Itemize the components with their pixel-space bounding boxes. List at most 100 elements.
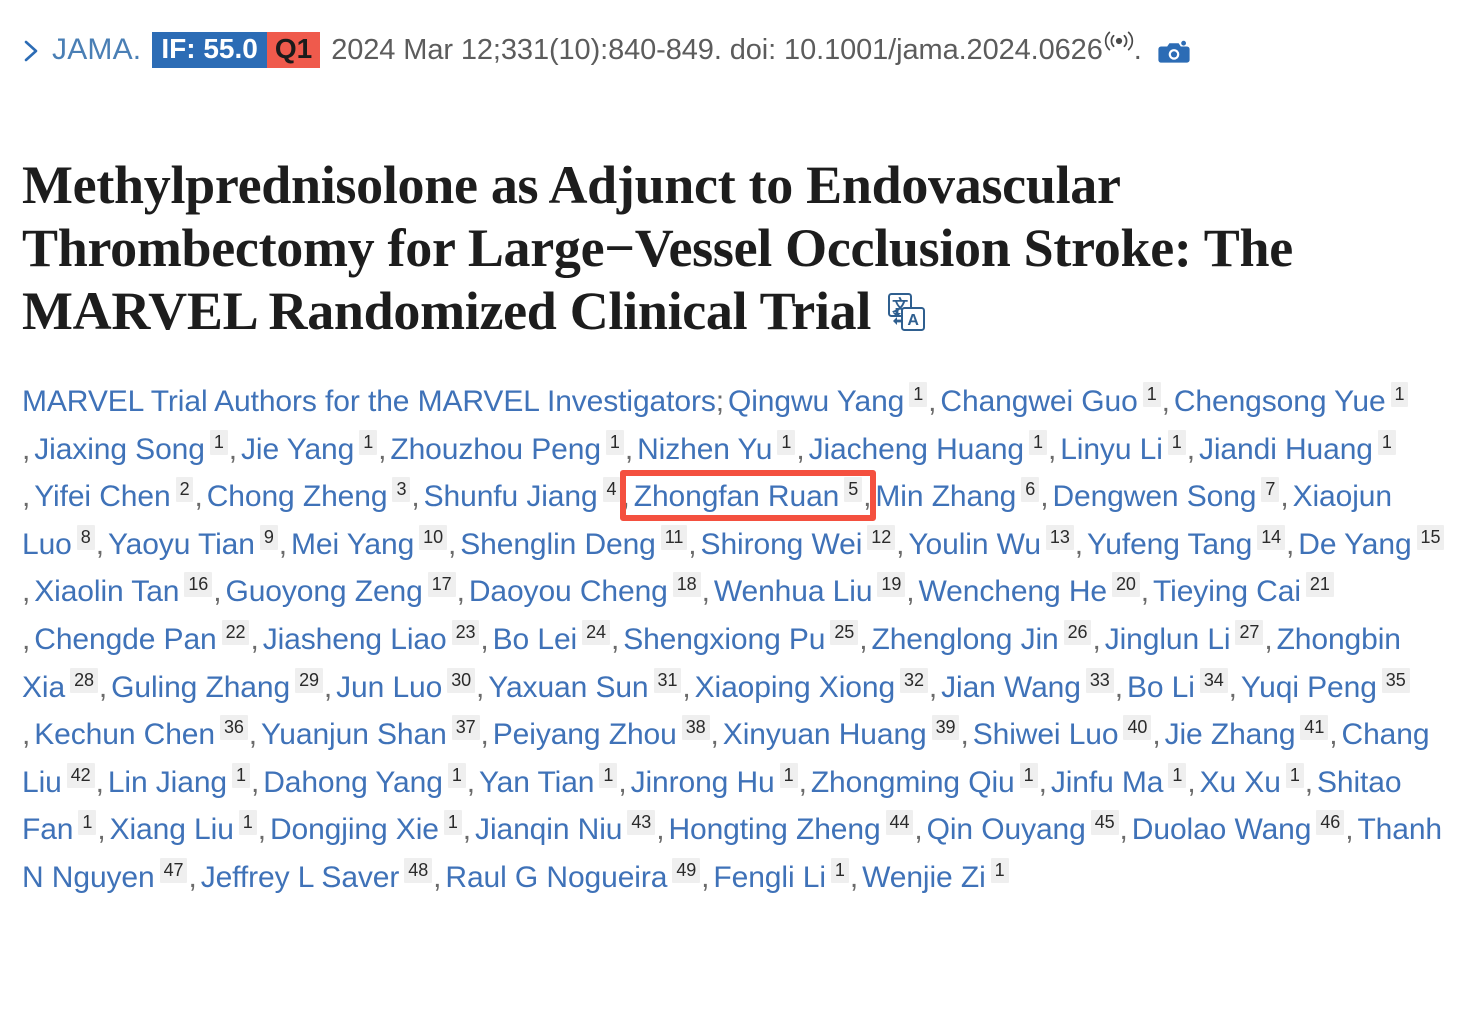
author-name[interactable]: Yan Tian	[478, 765, 595, 799]
author-name[interactable]: Guling Zhang	[111, 670, 291, 704]
author-affiliation-marker[interactable]: 1	[359, 429, 378, 455]
author-affiliation-marker[interactable]: 1	[1390, 382, 1409, 407]
author-affiliation-marker[interactable]: 22	[221, 619, 250, 645]
author-name[interactable]: De Yang	[1298, 527, 1412, 561]
author-name[interactable]: Min Zhang	[875, 480, 1017, 514]
author-name[interactable]: Shenglin Deng	[460, 527, 656, 561]
author-affiliation-marker[interactable]: 41	[1300, 715, 1329, 741]
author-name[interactable]: Yuqi Peng	[1240, 670, 1377, 704]
author-name[interactable]: Zhouzhou Peng	[390, 432, 601, 466]
author-name[interactable]: Kechun Chen	[34, 718, 215, 752]
author-affiliation-marker[interactable]: 5	[844, 477, 863, 503]
author-affiliation-marker[interactable]: 10	[419, 524, 447, 550]
camera-icon[interactable]	[1158, 39, 1190, 65]
author-affiliation-marker[interactable]: 42	[66, 762, 95, 788]
author-name[interactable]: Yifei Chen	[34, 480, 171, 514]
author-affiliation-marker[interactable]: 1	[1029, 429, 1047, 455]
author-name[interactable]: Wenjie Zi	[862, 860, 986, 894]
author-name[interactable]: Jinrong Hu	[630, 765, 775, 799]
author-affiliation-marker[interactable]: 30	[447, 667, 476, 693]
author-name[interactable]: Jian Wang	[941, 670, 1081, 704]
author-affiliation-marker[interactable]: 1	[232, 762, 250, 788]
author-affiliation-marker[interactable]: 8	[76, 524, 95, 550]
author-affiliation-marker[interactable]: 39	[931, 715, 960, 741]
author-name[interactable]: Xinyuan Huang	[722, 718, 927, 752]
author-name[interactable]: Linyu Li	[1060, 432, 1163, 466]
author-name[interactable]: Wenhua Liu	[713, 575, 873, 609]
author-affiliation-marker[interactable]: 1	[1377, 429, 1396, 455]
author-name[interactable]: Mei Yang	[291, 527, 415, 561]
author-affiliation-marker[interactable]: 29	[295, 667, 323, 693]
translate-icon[interactable]: 文 A	[883, 291, 929, 335]
author-group-label[interactable]: MARVEL Trial Authors for the MARVEL Inve…	[22, 385, 716, 418]
author-affiliation-marker[interactable]: 35	[1381, 667, 1410, 693]
author-affiliation-marker[interactable]: 1	[909, 382, 928, 407]
author-name[interactable]: Xiaolin Tan	[34, 575, 180, 609]
author-affiliation-marker[interactable]: 7	[1261, 477, 1280, 503]
author-affiliation-marker[interactable]: 16	[184, 572, 213, 598]
author-affiliation-marker[interactable]: 1	[1142, 382, 1161, 407]
author-name[interactable]: Fengli Li	[713, 860, 826, 894]
author-affiliation-marker[interactable]: 38	[681, 715, 710, 741]
author-name[interactable]: Tieying Cai	[1153, 575, 1301, 609]
author-affiliation-marker[interactable]: 1	[447, 762, 466, 788]
author-affiliation-marker[interactable]: 1	[443, 810, 462, 836]
author-affiliation-marker[interactable]: 45	[1090, 810, 1119, 836]
author-name[interactable]: Shunfu Jiang	[423, 480, 598, 514]
author-name[interactable]: Raul G Nogueira	[445, 860, 668, 894]
author-affiliation-marker[interactable]: 21	[1305, 572, 1334, 598]
author-name[interactable]: Jie Zhang	[1164, 718, 1296, 752]
author-affiliation-marker[interactable]: 31	[653, 667, 682, 693]
author-affiliation-marker[interactable]: 46	[1316, 810, 1345, 836]
author-affiliation-marker[interactable]: 1	[599, 762, 618, 788]
author-affiliation-marker[interactable]: 23	[451, 619, 480, 645]
author-name[interactable]: Daoyou Cheng	[468, 575, 668, 609]
author-name[interactable]: Shitao Fan	[22, 765, 1402, 847]
author-affiliation-marker[interactable]: 1	[1168, 762, 1187, 788]
author-affiliation-marker[interactable]: 20	[1111, 572, 1140, 598]
author-name[interactable]: Chang Liu	[22, 718, 1430, 799]
author-affiliation-marker[interactable]: 17	[427, 572, 456, 598]
author-name[interactable]: Lin Jiang	[107, 765, 228, 799]
author-affiliation-marker[interactable]: 13	[1045, 524, 1074, 550]
author-name[interactable]: Guoyong Zeng	[225, 575, 423, 609]
author-affiliation-marker[interactable]: 1	[238, 810, 257, 836]
author-affiliation-marker[interactable]: 1	[990, 857, 1009, 883]
author-name[interactable]: Bo Li	[1126, 670, 1195, 704]
author-name[interactable]: Dahong Yang	[263, 765, 443, 799]
author-affiliation-marker[interactable]: 14	[1257, 524, 1286, 550]
author-affiliation-marker[interactable]: 33	[1085, 667, 1114, 693]
author-affiliation-marker[interactable]: 49	[672, 857, 701, 883]
author-name[interactable]: Jeffrey L Saver	[200, 860, 400, 894]
author-affiliation-marker[interactable]: 2	[175, 477, 194, 503]
author-affiliation-marker[interactable]: 34	[1199, 667, 1228, 693]
author-name[interactable]: Zhongbin Xia	[22, 622, 1401, 704]
author-name[interactable]: Chengde Pan	[34, 622, 217, 656]
author-affiliation-marker[interactable]: 26	[1063, 619, 1092, 645]
author-name[interactable]: Jinglun Li	[1104, 622, 1231, 656]
author-name[interactable]: Bo Lei	[492, 622, 578, 656]
chevron-right-icon[interactable]	[22, 39, 42, 63]
author-affiliation-marker[interactable]: 1	[779, 762, 798, 788]
author-name[interactable]: Nizhen Yu	[637, 432, 773, 466]
author-name[interactable]: Qingwu Yang	[728, 385, 905, 418]
author-name[interactable]: Changwei Guo	[940, 385, 1138, 418]
author-name[interactable]: Jun Luo	[336, 670, 443, 704]
author-name[interactable]: Jiacheng Huang	[808, 432, 1025, 466]
author-affiliation-marker[interactable]: 1	[78, 810, 97, 836]
author-affiliation-marker[interactable]: 15	[1416, 524, 1445, 550]
author-affiliation-marker[interactable]: 9	[259, 524, 278, 550]
author-name[interactable]: Xu Xu	[1199, 765, 1281, 799]
author-name[interactable]: Duolao Wang	[1131, 813, 1312, 847]
author-affiliation-marker[interactable]: 4	[602, 477, 621, 503]
author-affiliation-marker[interactable]: 47	[159, 857, 188, 883]
author-name[interactable]: Wencheng He	[918, 575, 1108, 609]
author-affiliation-marker[interactable]: 24	[582, 619, 610, 645]
author-name[interactable]: Yuanjun Shan	[261, 718, 447, 752]
author-affiliation-marker[interactable]: 1	[605, 429, 624, 455]
author-affiliation-marker[interactable]: 40	[1123, 715, 1152, 741]
author-name[interactable]: Qin Ouyang	[926, 813, 1086, 847]
author-name[interactable]: Zhongfan Ruan	[633, 480, 840, 514]
author-name[interactable]: Xiang Liu	[109, 813, 234, 847]
author-name[interactable]: Shirong Wei	[700, 527, 863, 561]
